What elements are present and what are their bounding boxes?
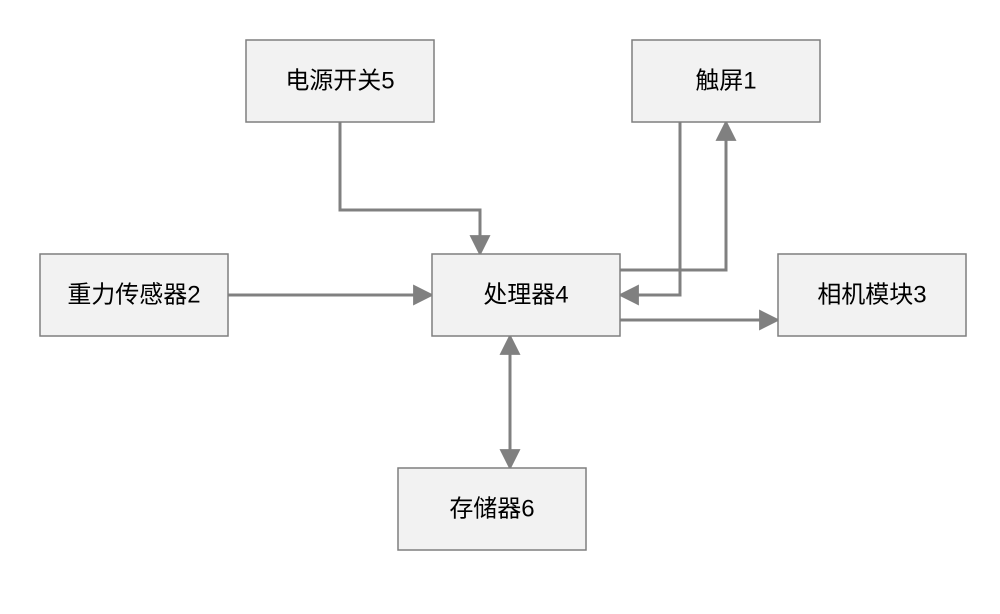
node-power_switch: 电源开关5 [246,40,434,122]
node-camera: 相机模块3 [778,254,966,336]
nodes-layer: 电源开关5 触屏1 重力传感器2 处理器4 相机模块3 存储器6 [40,40,966,550]
node-label-touchscreen: 触屏1 [695,68,756,95]
node-label-power_switch: 电源开关5 [285,68,394,95]
edge-processor-touchscreen [620,122,726,270]
node-processor: 处理器4 [432,254,620,336]
block-diagram: 电源开关5 触屏1 重力传感器2 处理器4 相机模块3 存储器6 [0,0,1000,614]
node-gravity_sensor: 重力传感器2 [40,254,228,336]
node-label-gravity_sensor: 重力传感器2 [67,282,200,309]
node-label-memory: 存储器6 [449,496,534,523]
edge-power_switch-processor [340,122,480,254]
node-label-processor: 处理器4 [483,282,568,309]
node-memory: 存储器6 [398,468,586,550]
node-touchscreen: 触屏1 [632,40,820,122]
node-label-camera: 相机模块3 [817,282,926,309]
